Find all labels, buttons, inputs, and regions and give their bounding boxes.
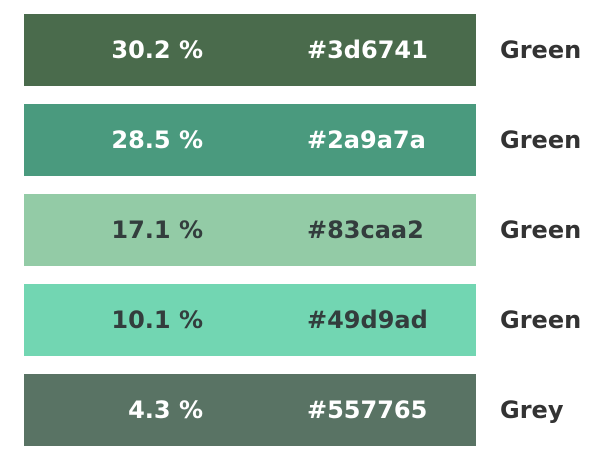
palette-row: 17.1 % #83caa2 Green bbox=[0, 194, 600, 266]
palette-row: 30.2 % #3d6741 Green bbox=[0, 14, 600, 86]
color-swatch: 28.5 % #2a9a7a bbox=[24, 104, 476, 176]
color-name-label: Grey bbox=[500, 396, 564, 424]
color-swatch: 17.1 % #83caa2 bbox=[24, 194, 476, 266]
color-swatch: 10.1 % #49d9ad bbox=[24, 284, 476, 356]
color-swatch: 4.3 % #557765 bbox=[24, 374, 476, 446]
hex-code-label: #3d6741 bbox=[307, 36, 428, 64]
percentage-label: 10.1 % bbox=[111, 306, 203, 334]
percentage-label: 17.1 % bbox=[111, 216, 203, 244]
hex-code-label: #2a9a7a bbox=[307, 126, 426, 154]
percentage-label: 30.2 % bbox=[111, 36, 203, 64]
color-name-label: Green bbox=[500, 216, 582, 244]
hex-code-label: #557765 bbox=[307, 396, 428, 424]
palette-row: 4.3 % #557765 Grey bbox=[0, 374, 600, 446]
color-swatch: 30.2 % #3d6741 bbox=[24, 14, 476, 86]
percentage-label: 4.3 % bbox=[128, 396, 203, 424]
color-name-label: Green bbox=[500, 36, 582, 64]
hex-code-label: #49d9ad bbox=[307, 306, 428, 334]
percentage-label: 28.5 % bbox=[111, 126, 203, 154]
hex-code-label: #83caa2 bbox=[307, 216, 424, 244]
color-name-label: Green bbox=[500, 126, 582, 154]
palette-row: 28.5 % #2a9a7a Green bbox=[0, 104, 600, 176]
palette-row: 10.1 % #49d9ad Green bbox=[0, 284, 600, 356]
color-name-label: Green bbox=[500, 306, 582, 334]
